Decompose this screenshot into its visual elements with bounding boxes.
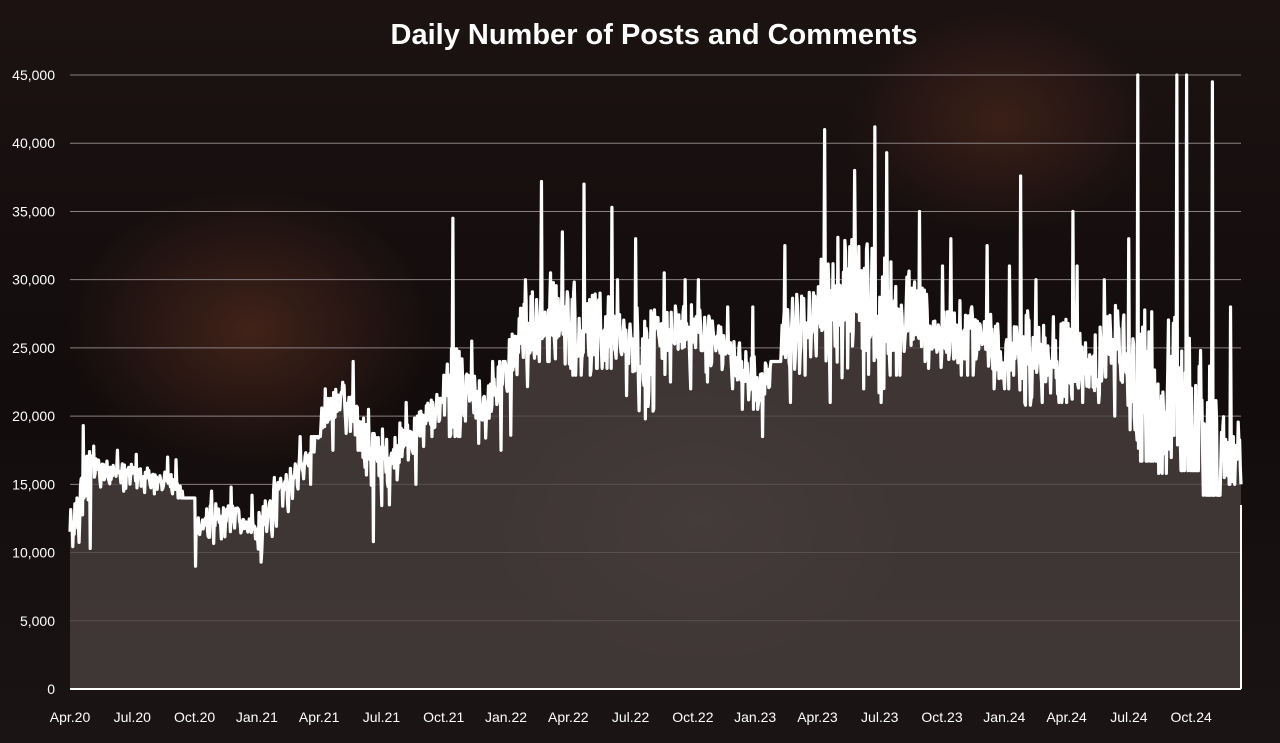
x-tick-label: Oct.22 [672,709,713,725]
x-tick-label: Jan.22 [485,709,527,725]
y-tick-label: 5,000 [20,613,55,629]
y-tick-labels: 0 5,000 10,000 15,000 20,000 25,000 30,000 35,0… [12,67,55,697]
y-tick-label: 20,000 [12,408,55,424]
x-tick-label: Oct.23 [921,709,962,725]
y-tick-label: 0 [47,681,55,697]
chart-title: Daily Number of Posts and Comments [391,19,918,51]
x-tick-label: Jan.21 [236,709,278,725]
y-tick-label: 15,000 [12,476,55,492]
x-tick-label: Jul.21 [363,709,401,725]
x-tick-label: Jul.24 [1110,709,1148,725]
x-tick-label: Apr.21 [299,709,340,725]
x-tick-label: Jan.24 [983,709,1025,725]
x-tick-label: Apr.22 [548,709,589,725]
y-tick-label: 25,000 [12,340,55,356]
x-tick-label: Oct.24 [1171,709,1212,725]
x-tick-label: Apr.24 [1046,709,1087,725]
series-line [68,73,1243,568]
x-tick-label: Jul.22 [612,709,650,725]
y-tick-label: 40,000 [12,135,55,151]
y-tick-label: 35,000 [12,203,55,219]
x-tick-label: Apr.23 [797,709,838,725]
axes [70,505,1242,690]
x-tick-label: Jul.23 [861,709,899,725]
x-tick-label: Oct.21 [423,709,464,725]
x-tick-label: Oct.20 [174,709,215,725]
x-tick-label: Apr.20 [50,709,91,725]
y-tick-label: 45,000 [12,67,55,83]
y-tick-label: 30,000 [12,272,55,288]
x-tick-label: Jan.23 [734,709,776,725]
x-tick-labels: Apr.20 Jul.20 Oct.20 Jan.21 Apr.21 Jul.21 Oct.… [50,709,1212,725]
x-tick-label: Jul.20 [114,709,152,725]
y-tick-label: 10,000 [12,545,55,561]
